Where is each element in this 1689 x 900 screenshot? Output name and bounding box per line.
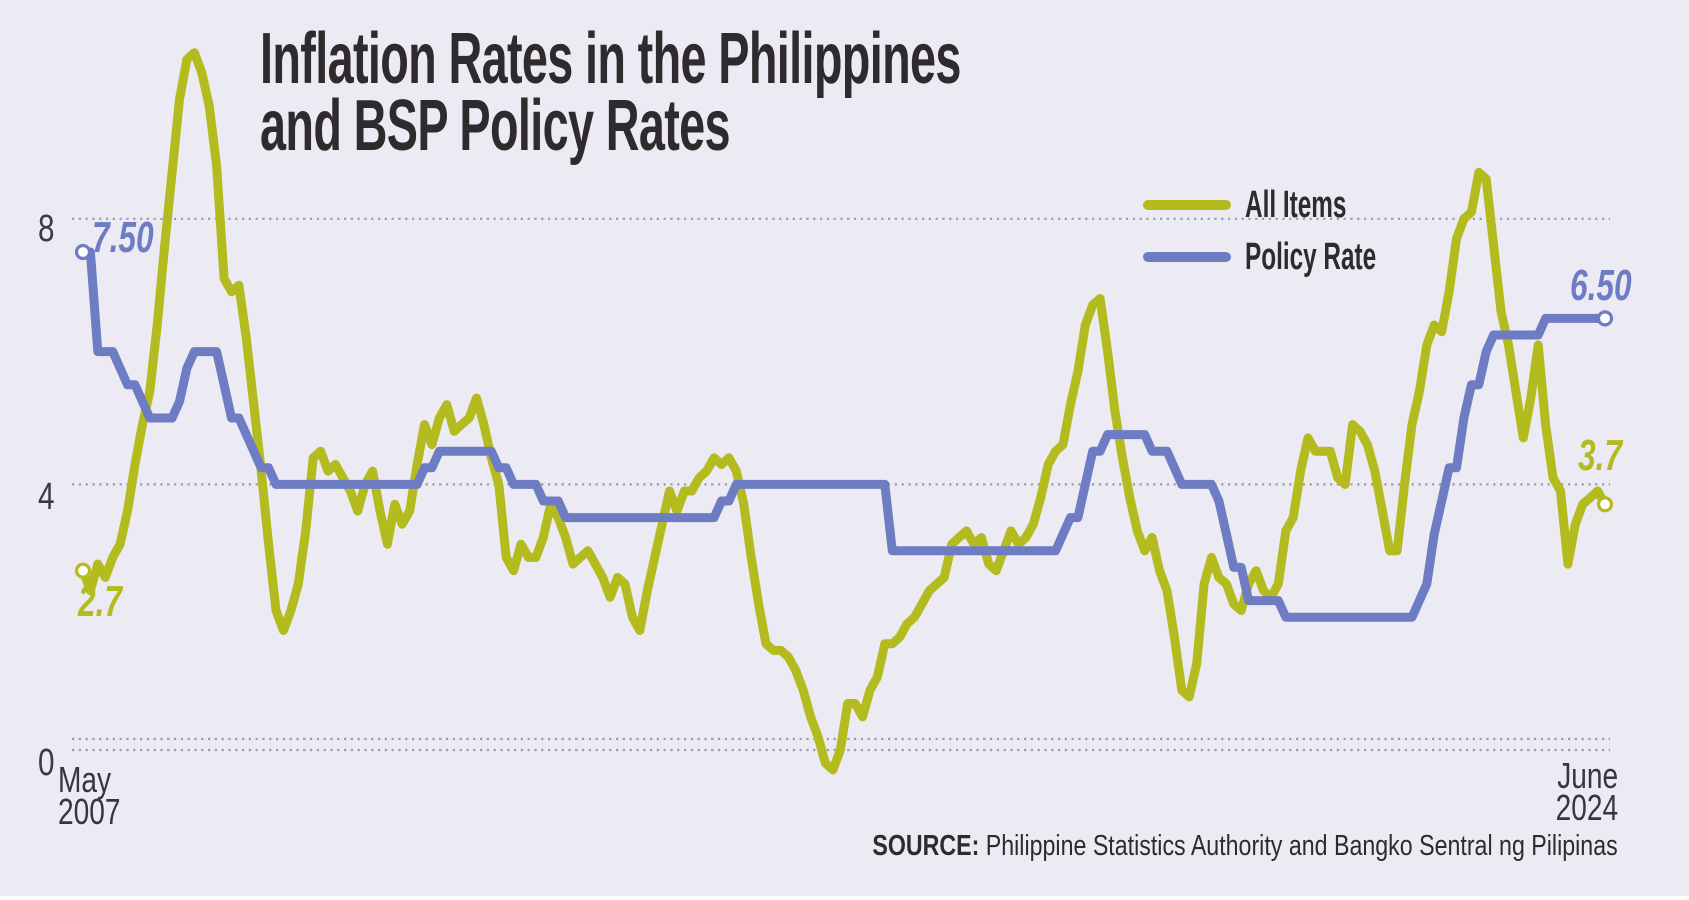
all-items-line (78, 48, 1610, 775)
legend-label-policy-rate: Policy Rate (1245, 235, 1377, 278)
page-title-line2: and BSP Policy Rates (260, 86, 731, 166)
y-tick-0: 0 (38, 742, 55, 784)
policy-rate-swatch-icon (1143, 252, 1231, 262)
policy-start-value-label: 7.50 (92, 213, 154, 262)
x-label-end: June 2024 (1555, 755, 1618, 828)
bottom-border (0, 896, 1689, 900)
source-text: Philippine Statistics Authority and Bang… (979, 830, 1618, 862)
all-items-swatch-icon (1143, 200, 1231, 210)
x-label-start-month: May (58, 759, 112, 800)
all-items-start-dot (74, 562, 92, 579)
policy-end-value-label: 6.50 (1570, 261, 1632, 310)
legend-item-policy-rate: Policy Rate (1143, 236, 1450, 278)
legend-item-all-items: All Items (1143, 184, 1403, 226)
inflation-start-value-label: 2.7 (78, 577, 123, 626)
x-label-end-year: 2024 (1555, 787, 1618, 828)
y-tick-8: 8 (38, 208, 55, 250)
policy-rate-start-dot (74, 243, 92, 261)
source-label: SOURCE: (872, 830, 980, 862)
all-items-end-dot (1596, 496, 1614, 513)
x-label-start-year: 2007 (58, 791, 121, 832)
page-title-line1: Inflation Rates in the Philippines (260, 19, 961, 99)
x-label-start: May 2007 (58, 759, 121, 832)
y-tick-4: 4 (38, 476, 55, 518)
legend-label-all-items: All Items (1245, 183, 1347, 226)
page-title: Inflation Rates in the Philippines and B… (260, 19, 961, 166)
inflation-end-value-label: 3.7 (1578, 431, 1623, 480)
policy-rate-line (78, 247, 1610, 622)
x-label-end-month: June (1557, 755, 1618, 796)
policy-rate-end-dot (1596, 310, 1614, 327)
source-attribution: SOURCE: Philippine Statistics Authority … (873, 830, 1618, 863)
